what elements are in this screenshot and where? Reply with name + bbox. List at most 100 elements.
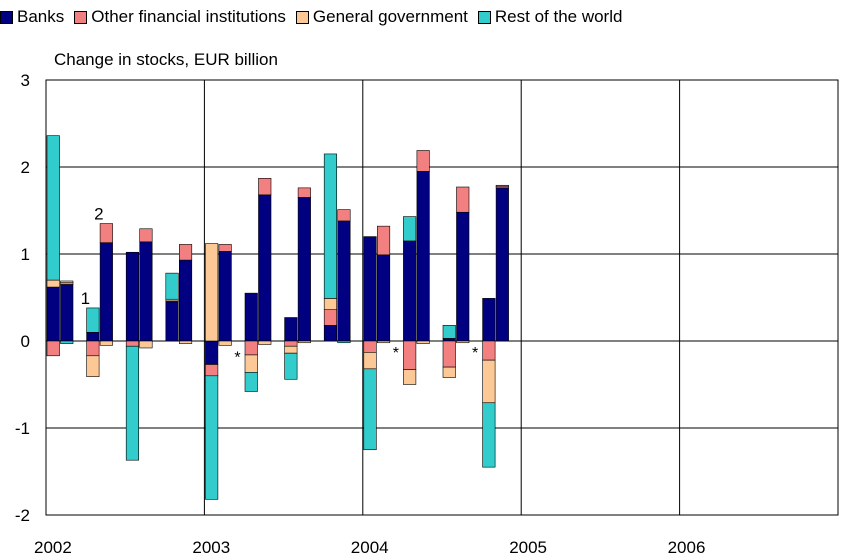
bar-other-financial-institutions-q6-p0 bbox=[284, 340, 298, 347]
bar-general-government-q8-p0 bbox=[363, 352, 377, 370]
plot-frame bbox=[45, 79, 839, 516]
annotation-3: * bbox=[393, 345, 399, 362]
bar-rest-of-the-world-q3-p0 bbox=[165, 272, 179, 300]
bar-general-government-q3-p1 bbox=[179, 340, 193, 344]
bar-other-financial-institutions-q7-p1 bbox=[337, 209, 351, 222]
annotation-2: * bbox=[234, 349, 240, 366]
bar-other-financial-institutions-q7-p0 bbox=[323, 309, 338, 326]
bar-rest-of-the-world-q7-p0 bbox=[323, 153, 338, 299]
bar-general-government-q8-p1 bbox=[376, 340, 391, 344]
bar-general-government-q0-p0 bbox=[46, 279, 60, 288]
bar-banks-q4-p1 bbox=[218, 251, 232, 342]
bar-general-government-q9-p0 bbox=[403, 369, 417, 385]
bar-banks-q0-p1 bbox=[60, 284, 74, 342]
x-tick-label-2003: 2003 bbox=[192, 538, 230, 557]
bar-banks-q11-p1 bbox=[495, 187, 509, 342]
grid-layer bbox=[46, 79, 838, 516]
legend-swatch-banks bbox=[0, 10, 13, 24]
bar-banks-q9-p0 bbox=[403, 240, 417, 342]
annotation-4: * bbox=[472, 345, 478, 362]
legend-label-general-government: General government bbox=[312, 7, 468, 26]
legend-swatch-rest-of-the-world bbox=[477, 10, 491, 24]
annotation-0: 1 bbox=[81, 289, 90, 308]
bar-general-government-q1-p0 bbox=[86, 355, 100, 377]
bar-general-government-q4-p0 bbox=[205, 243, 219, 342]
bar-general-government-q6-p0 bbox=[284, 345, 298, 354]
bar-other-financial-institutions-q9-p0 bbox=[403, 340, 417, 371]
bar-rest-of-the-world-q4-p0 bbox=[205, 375, 219, 500]
y-tick-label--2: -2 bbox=[15, 506, 30, 525]
legend-item-banks: Banks bbox=[0, 7, 64, 27]
bar-rest-of-the-world-q1-p0 bbox=[86, 307, 100, 333]
bar-banks-q7-p0 bbox=[323, 325, 338, 342]
legend: Banks Other financial institutions Gener… bbox=[0, 6, 632, 28]
bar-other-financial-institutions-q3-p1 bbox=[179, 244, 193, 261]
y-tick-label-3: 3 bbox=[21, 71, 30, 90]
bar-banks-q10-p1 bbox=[456, 211, 470, 342]
bar-rest-of-the-world-q0-p1 bbox=[60, 340, 74, 344]
bar-banks-q8-p1 bbox=[376, 254, 391, 342]
bar-other-financial-institutions-q8-p1 bbox=[376, 225, 391, 256]
bar-rest-of-the-world-q7-p1 bbox=[337, 340, 351, 344]
bar-other-financial-institutions-q2-p0 bbox=[125, 340, 139, 347]
bar-banks-q0-p0 bbox=[46, 286, 60, 342]
bar-rest-of-the-world-q5-p0 bbox=[244, 372, 258, 392]
bar-banks-q2-p1 bbox=[139, 241, 153, 342]
bar-other-financial-institutions-q5-p1 bbox=[258, 178, 272, 196]
bar-other-financial-institutions-q10-p0 bbox=[442, 340, 456, 368]
bar-other-financial-institutions-q8-p0 bbox=[363, 340, 377, 353]
bar-general-government-q1-p1 bbox=[99, 340, 113, 346]
bar-other-financial-institutions-q11-p0 bbox=[482, 340, 496, 361]
y-tick-label--1: -1 bbox=[15, 419, 30, 438]
y-axis-title: Change in stocks, EUR billion bbox=[54, 50, 278, 69]
bar-general-government-q5-p0 bbox=[244, 354, 258, 373]
bar-banks-q5-p0 bbox=[244, 292, 258, 342]
bar-rest-of-the-world-q11-p0 bbox=[482, 402, 496, 468]
bar-banks-q6-p1 bbox=[297, 197, 311, 342]
bar-banks-q1-p1 bbox=[99, 242, 113, 342]
x-tick-label-2005: 2005 bbox=[509, 538, 547, 557]
bar-other-financial-institutions-q4-p0 bbox=[205, 364, 219, 377]
bar-general-government-q11-p1 bbox=[495, 184, 509, 187]
bar-banks-q2-p0 bbox=[125, 251, 139, 342]
bar-general-government-q10-p1 bbox=[456, 340, 470, 344]
bar-rest-of-the-world-q9-p0 bbox=[403, 216, 417, 242]
legend-item-general-government: General government bbox=[295, 7, 468, 27]
bar-banks-q6-p0 bbox=[284, 317, 298, 342]
x-tick-label-2006: 2006 bbox=[668, 538, 706, 557]
bar-rest-of-the-world-q6-p0 bbox=[284, 352, 298, 380]
bar-general-government-q7-p0 bbox=[323, 298, 338, 310]
bar-rest-of-the-world-q8-p0 bbox=[363, 368, 377, 451]
legend-label-rest-of-the-world: Rest of the world bbox=[494, 7, 623, 26]
bar-other-financial-institutions-q0-p0 bbox=[46, 340, 60, 357]
bar-banks-q4-p0 bbox=[205, 340, 219, 365]
bar-other-financial-institutions-q4-p1 bbox=[218, 244, 232, 252]
bar-banks-q9-p1 bbox=[416, 171, 430, 342]
bar-general-government-q5-p1 bbox=[258, 340, 272, 345]
bar-general-government-q0-p1 bbox=[60, 280, 74, 284]
bar-banks-q11-p0 bbox=[482, 298, 496, 342]
bar-banks-q7-p1 bbox=[337, 220, 351, 342]
bar-other-financial-institutions-q9-p1 bbox=[416, 150, 430, 172]
legend-swatch-other-financial-institutions bbox=[74, 10, 88, 24]
bar-general-government-q10-p0 bbox=[442, 366, 456, 378]
bar-banks-q1-p0 bbox=[86, 331, 100, 342]
bar-banks-q5-p1 bbox=[258, 194, 272, 342]
x-tick-label-2004: 2004 bbox=[351, 538, 389, 557]
annotation-1: 2 bbox=[94, 205, 103, 224]
legend-item-other-financial-institutions: Other financial institutions bbox=[74, 7, 286, 27]
y-tick-label-1: 1 bbox=[21, 245, 30, 264]
bar-general-government-q11-p0 bbox=[482, 359, 496, 404]
legend-swatch-general-government bbox=[295, 10, 309, 24]
bar-banks-q3-p1 bbox=[179, 259, 193, 342]
bars-layer bbox=[46, 135, 509, 500]
bar-rest-of-the-world-q2-p0 bbox=[125, 345, 139, 461]
bar-banks-q3-p0 bbox=[165, 301, 179, 342]
bar-general-government-q9-p1 bbox=[416, 340, 430, 344]
bar-rest-of-the-world-q10-p0 bbox=[442, 325, 456, 339]
y-tick-label-0: 0 bbox=[21, 332, 30, 351]
bar-other-financial-institutions-q10-p1 bbox=[456, 186, 470, 213]
bar-other-financial-institutions-q1-p0 bbox=[86, 340, 100, 357]
bar-general-government-q2-p1 bbox=[139, 340, 153, 349]
